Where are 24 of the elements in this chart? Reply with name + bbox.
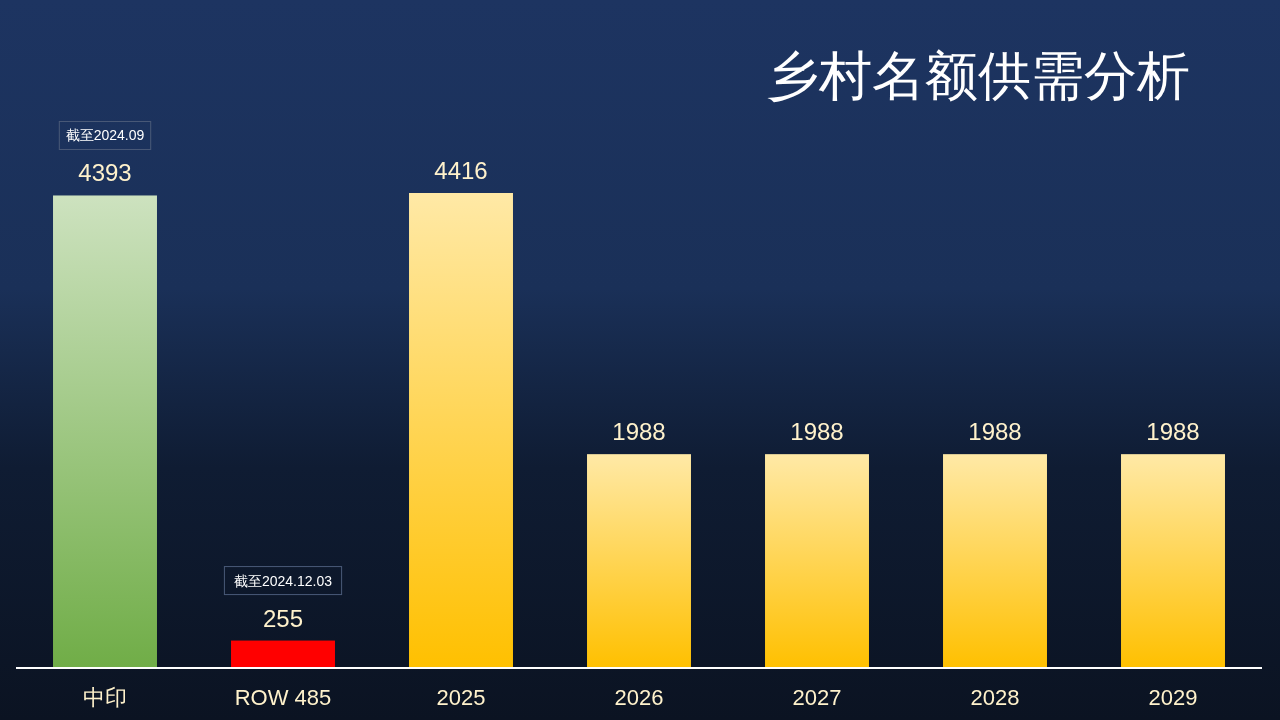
bar [53,195,157,668]
data-label: 1988 [790,418,844,446]
x-tick-label: 2027 [792,685,842,710]
bar [1121,454,1225,668]
x-tick-label: 2029 [1148,685,1198,710]
data-label: 4393 [78,159,132,187]
bar [587,454,691,668]
bar [765,454,869,668]
bar [231,640,335,668]
bar [409,193,513,668]
x-tick-label: 2026 [614,685,664,710]
data-label: 1988 [968,418,1022,446]
data-label: 255 [262,604,304,632]
x-tick-label: 中印 [83,685,127,710]
x-tick-label: ROW 485 [234,685,332,710]
bar [943,454,1047,668]
x-tick-label: 2028 [970,685,1020,710]
chart-title: 乡村名额供需分析 [766,46,1190,105]
text: 截至2024.09 [65,127,145,144]
data-label: 4416 [434,157,488,184]
data-label: 1988 [1146,418,1200,446]
x-tick-label: 2025 [436,685,486,710]
data-label: 1988 [612,418,666,446]
annotation: 截至2024.12.03 [233,572,333,589]
